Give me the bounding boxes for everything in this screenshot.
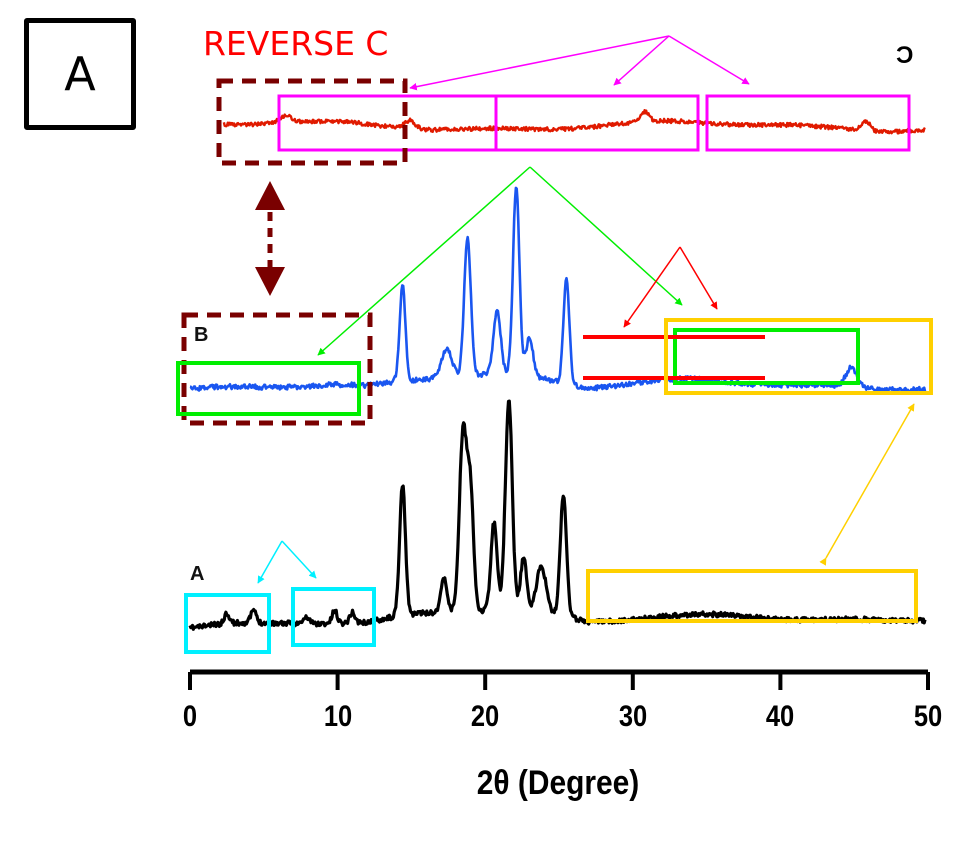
red-arrow-left [623, 246, 681, 328]
maroon-dashed-box-b [181, 312, 373, 426]
trace-a-label: A [190, 563, 205, 585]
x-tick-label: 10 [323, 700, 352, 733]
cyan-box-2 [291, 587, 376, 647]
green-arrow-left [317, 166, 531, 356]
x-tick-label: 30 [618, 700, 647, 733]
cyan-annotations [184, 540, 376, 654]
x-tick-label: 0 [182, 700, 198, 733]
maroon-arrowhead-up [255, 181, 285, 210]
trace-a [188, 399, 927, 631]
red-annotations [583, 246, 765, 380]
panel-label-box: A [24, 18, 136, 130]
green-box-right [673, 328, 860, 385]
magenta-annotations [277, 35, 911, 152]
gold-double-arrow [819, 403, 915, 566]
green-annotations [176, 166, 860, 416]
cyan-arrow-left [257, 540, 283, 584]
green-arrow-right [529, 166, 683, 306]
trace-c-label: C [896, 42, 914, 69]
cyan-box-1 [184, 593, 271, 654]
trace-b-label: B [194, 324, 209, 346]
x-tick-label: 20 [471, 700, 500, 733]
magenta-arrow-3 [668, 35, 750, 85]
maroon-arrowhead-down [255, 267, 285, 296]
magenta-box-3 [705, 94, 911, 152]
gold-annotations [586, 318, 933, 623]
red-arrow-right [679, 246, 718, 310]
x-axis [188, 669, 930, 690]
magenta-arrow-1 [409, 35, 670, 91]
maroon-annotations [181, 78, 408, 426]
green-box-left [176, 361, 361, 416]
reverse-c-annotation: REVERSE C [203, 24, 389, 63]
cyan-arrow-right [281, 540, 317, 579]
gold-box-b [664, 318, 933, 395]
x-axis-title: 2θ (Degree) [476, 764, 640, 802]
trace-c-reversed [222, 109, 926, 135]
panel-label: A [64, 47, 96, 101]
x-tick-label: 50 [913, 700, 943, 733]
x-tick-label: 40 [766, 700, 795, 733]
gold-box-a [586, 569, 918, 623]
magenta-arrow-2 [613, 35, 670, 86]
maroon-dashed-box-c [216, 78, 408, 166]
magenta-box-2 [494, 94, 700, 152]
